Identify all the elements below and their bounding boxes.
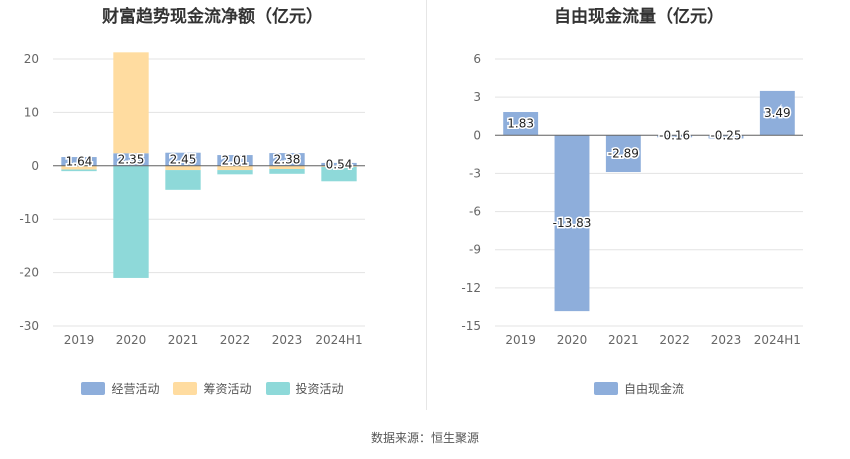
x-tick-label: 2023 [272, 333, 303, 347]
bar-筹资活动 [113, 52, 149, 154]
legend-swatch [265, 382, 290, 395]
legend-swatch [81, 382, 106, 395]
bar-自由现金流 [605, 135, 641, 173]
y-tick-label: -6 [469, 205, 481, 219]
y-tick-label: 3 [473, 90, 481, 104]
bar-经营活动 [217, 155, 253, 166]
legend-item[interactable]: 自由现金流 [593, 380, 684, 397]
bar-经营活动 [113, 153, 149, 166]
bar-筹资活动 [321, 165, 357, 167]
bar-筹资活动 [61, 165, 97, 170]
data-label: -0.16 [659, 128, 690, 142]
cash-flow-net-chart: 财富趋势现金流净额（亿元） 20 10 0 -10 -20 -30 2019 2020 2021… [0, 0, 425, 410]
bar-投资活动 [321, 166, 357, 182]
legend-label: 经营活动 [111, 382, 160, 396]
bar-自由现金流 [554, 135, 590, 312]
data-label: -0.25 [710, 128, 741, 142]
data-label: 1.83 [507, 117, 534, 131]
data-label: 2.45 [170, 152, 197, 166]
data-label: 3.49 [764, 106, 791, 120]
y-tick-label: 0 [31, 159, 39, 173]
y-tick-label: -30 [19, 319, 39, 333]
y-tick-label: -20 [19, 266, 39, 280]
free-cash-flow-plot: 6 3 0 -3 -6 -9 -12 -15 2019 2020 2021 2022 2023 2024H… [461, 52, 803, 347]
legend-label: 自由现金流 [623, 382, 684, 396]
legend-swatch [173, 382, 198, 395]
data-label: -2.89 [608, 147, 639, 161]
bar-经营活动 [165, 152, 201, 166]
x-tick-label: 2024H1 [754, 333, 801, 347]
chart-title: 自由现金流量（亿元） [554, 7, 724, 27]
legend-label: 投资活动 [295, 382, 344, 396]
x-tick-label: 2020 [557, 333, 588, 347]
legend: 经营活动 筹资活动 投资活动 [0, 380, 425, 397]
bar-筹资活动 [165, 165, 201, 171]
x-tick-label: 2021 [168, 333, 199, 347]
x-tick-label: 2019 [505, 333, 536, 347]
data-label: 2.01 [222, 153, 249, 167]
y-tick-label: -15 [461, 319, 481, 333]
bar-投资活动 [165, 170, 201, 190]
y-tick-label: 20 [24, 52, 39, 66]
legend-item[interactable]: 筹资活动 [173, 380, 252, 397]
legend: 自由现金流 [428, 380, 850, 397]
bar-自由现金流 [657, 135, 693, 138]
y-tick-label: 10 [24, 105, 39, 119]
x-tick-label: 2024H1 [315, 333, 362, 347]
legend-label: 筹资活动 [203, 382, 252, 396]
y-tick-label: -9 [469, 243, 481, 257]
bar-投资活动 [269, 169, 305, 174]
x-tick-label: 2022 [659, 333, 690, 347]
y-tick-label: 6 [473, 52, 481, 66]
panel-divider [426, 0, 427, 410]
bar-自由现金流 [503, 112, 539, 136]
bar-投资活动 [61, 169, 97, 172]
data-label: 2.38 [274, 152, 301, 166]
free-cash-flow-chart: 自由现金流量（亿元） 6 3 0 -3 -6 -9 -12 -15 2019 2020 2021 20… [428, 0, 850, 410]
x-tick-label: 2023 [711, 333, 742, 347]
y-tick-label: 0 [473, 128, 481, 142]
bar-筹资活动 [217, 165, 253, 171]
bar-筹资活动 [269, 165, 305, 170]
bar-投资活动 [113, 165, 149, 278]
legend-item[interactable]: 投资活动 [265, 380, 344, 397]
bar-自由现金流 [759, 90, 795, 136]
cash-flow-net-plot: 20 10 0 -10 -20 -30 2019 2020 2021 2022 2023 2024H1… [19, 52, 365, 347]
data-label: 1.64 [66, 154, 93, 168]
bar-自由现金流 [708, 135, 744, 139]
data-source-note: 数据来源：恒生聚源 [370, 431, 479, 445]
y-tick-label: -12 [461, 281, 481, 295]
data-label: 0.54 [326, 157, 353, 171]
bar-经营活动 [269, 153, 305, 166]
x-tick-label: 2019 [64, 333, 95, 347]
data-label: -13.83 [553, 216, 592, 230]
bar-经营活动 [321, 162, 357, 166]
y-tick-label: -3 [469, 166, 481, 180]
bar-经营活动 [61, 157, 97, 166]
legend-swatch [593, 382, 618, 395]
chart-title: 财富趋势现金流净额（亿元） [102, 7, 323, 27]
data-label: 2.35 [118, 153, 145, 167]
x-tick-label: 2020 [116, 333, 147, 347]
y-tick-label: -10 [19, 212, 39, 226]
legend-item[interactable]: 经营活动 [81, 380, 159, 397]
bar-投资活动 [217, 170, 253, 175]
x-tick-label: 2021 [608, 333, 639, 347]
x-tick-label: 2022 [220, 333, 251, 347]
